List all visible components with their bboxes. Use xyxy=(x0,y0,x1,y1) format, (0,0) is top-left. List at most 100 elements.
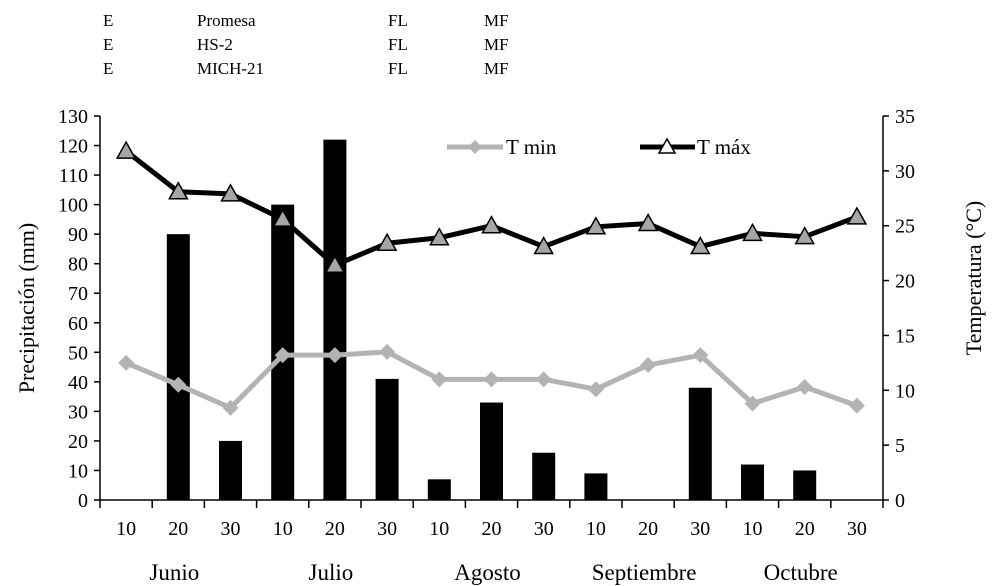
right-y-tick-label: 25 xyxy=(895,216,915,238)
right-y-tick-label: 0 xyxy=(895,490,905,512)
tmin-point xyxy=(274,347,291,364)
precipitation-bar xyxy=(323,139,347,500)
tmin-point xyxy=(379,343,396,360)
header-table: E Promesa FL MF E HS-2 FL MF E MICH-21 FL MF xyxy=(103,11,509,78)
month-labels: Junio Julio Agosto Septiembre Octubre xyxy=(149,560,837,585)
tmin-point xyxy=(640,357,657,374)
legend-tmin-marker xyxy=(468,140,482,154)
legend-item-tmin: T min xyxy=(447,135,557,159)
x-tick-label: 10 xyxy=(116,518,136,540)
temperature-lines xyxy=(115,140,868,416)
right-y-tick-label: 15 xyxy=(895,325,915,347)
left-y-tick-label: 20 xyxy=(68,431,88,453)
precipitation-bar xyxy=(166,234,190,500)
x-ticks: 10 20 30 10 20 30 10 20 30 10 20 30 10 20 30 xyxy=(99,500,884,540)
tmax-point xyxy=(585,216,607,235)
tmax-point xyxy=(742,222,763,242)
left-y-tick-label: 110 xyxy=(59,165,88,187)
x-tick-label: 10 xyxy=(273,518,293,540)
header-table-cell: MF xyxy=(484,35,509,54)
precipitation-bar xyxy=(375,378,399,500)
right-y-tick-label: 5 xyxy=(895,435,905,457)
header-table-cell: E xyxy=(103,35,113,54)
month-label: Septiembre xyxy=(592,560,697,585)
month-label: Junio xyxy=(149,560,199,585)
tmax-point xyxy=(846,206,868,225)
tmin-point xyxy=(118,354,135,371)
right-y-tick-label: 20 xyxy=(895,271,915,293)
tmax-point xyxy=(533,236,554,255)
left-y-tick-label: 120 xyxy=(58,136,88,158)
x-tick-label: 30 xyxy=(690,518,710,540)
tmax-point xyxy=(794,226,815,245)
header-table-cell: HS-2 xyxy=(197,35,233,54)
y2-axis-title: Temperatura (°C) xyxy=(961,201,986,355)
precipitation-bar xyxy=(584,473,608,500)
tmax-line xyxy=(124,149,858,268)
right-y-tick-label: 35 xyxy=(895,106,915,128)
x-tick-label: 10 xyxy=(586,518,606,540)
precipitation-bar xyxy=(480,402,503,500)
x-tick-label: 30 xyxy=(221,518,241,540)
legend: T min T máx xyxy=(447,135,751,159)
precipitation-bar xyxy=(219,440,242,500)
tmax-point xyxy=(481,215,502,234)
tmax-point xyxy=(637,212,659,232)
tmin-point xyxy=(431,371,448,388)
tmax-point xyxy=(115,140,137,159)
left-y-tick-label: 30 xyxy=(68,401,88,423)
tmin-point xyxy=(692,347,709,364)
tmax-point xyxy=(690,236,711,255)
tmin-point xyxy=(483,371,500,388)
legend-tmax-marker xyxy=(657,137,677,154)
legend-item-tmax: T máx xyxy=(640,135,751,159)
precipitation-bars xyxy=(166,139,817,500)
precipitation-bar xyxy=(532,452,556,500)
precipitation-bar xyxy=(688,387,712,500)
left-y-tick-label: 70 xyxy=(68,283,88,305)
tmin-point xyxy=(222,399,239,416)
right-y-tick-label: 30 xyxy=(895,161,915,183)
x-tick-label: 30 xyxy=(377,518,397,540)
tmin-point xyxy=(326,347,343,364)
left-y-tick-label: 50 xyxy=(68,342,88,364)
tmin-point xyxy=(848,397,865,414)
tmin-point xyxy=(796,378,813,395)
left-y-tick-label: 130 xyxy=(58,106,88,128)
tmin-point xyxy=(587,381,604,398)
y-axis-title: Precipitación (mm) xyxy=(14,223,39,393)
header-table-cell: MF xyxy=(484,11,509,30)
month-label: Julio xyxy=(309,560,354,585)
right-y-ticks: 0 5 10 15 20 25 30 35 xyxy=(883,106,915,512)
header-table-cell: Promesa xyxy=(197,11,256,30)
x-tick-label: 20 xyxy=(325,518,345,540)
legend-tmax-label: T máx xyxy=(697,135,751,159)
left-y-tick-label: 40 xyxy=(68,372,88,394)
left-y-tick-label: 0 xyxy=(78,490,88,512)
x-tick-label: 30 xyxy=(534,518,554,540)
tmax-point xyxy=(429,227,450,246)
tmin-point xyxy=(535,371,552,388)
legend-tmin-label: T min xyxy=(506,135,557,159)
precipitation-bar xyxy=(427,479,451,500)
tmax-point xyxy=(168,181,189,200)
x-tick-label: 10 xyxy=(743,518,763,540)
left-y-ticks: 0 10 20 30 40 50 60 70 80 90 100 110 120 130 xyxy=(58,106,100,512)
header-table-cell: MICH-21 xyxy=(197,59,264,78)
header-table-cell: E xyxy=(103,11,113,30)
precipitation-bar xyxy=(741,464,764,500)
header-table-cell: FL xyxy=(388,59,408,78)
tmax-point xyxy=(376,232,398,252)
header-table-cell: FL xyxy=(388,35,408,54)
x-tick-label: 20 xyxy=(795,518,815,540)
left-y-tick-label: 10 xyxy=(68,460,88,482)
header-table-cell: MF xyxy=(484,59,509,78)
x-tick-label: 20 xyxy=(482,518,502,540)
left-y-tick-label: 100 xyxy=(58,195,88,217)
x-tick-label: 30 xyxy=(847,518,867,540)
tmax-point xyxy=(272,208,293,227)
tmin-point xyxy=(170,376,187,393)
x-tick-label: 10 xyxy=(429,518,449,540)
precipitation-bar xyxy=(793,470,817,500)
